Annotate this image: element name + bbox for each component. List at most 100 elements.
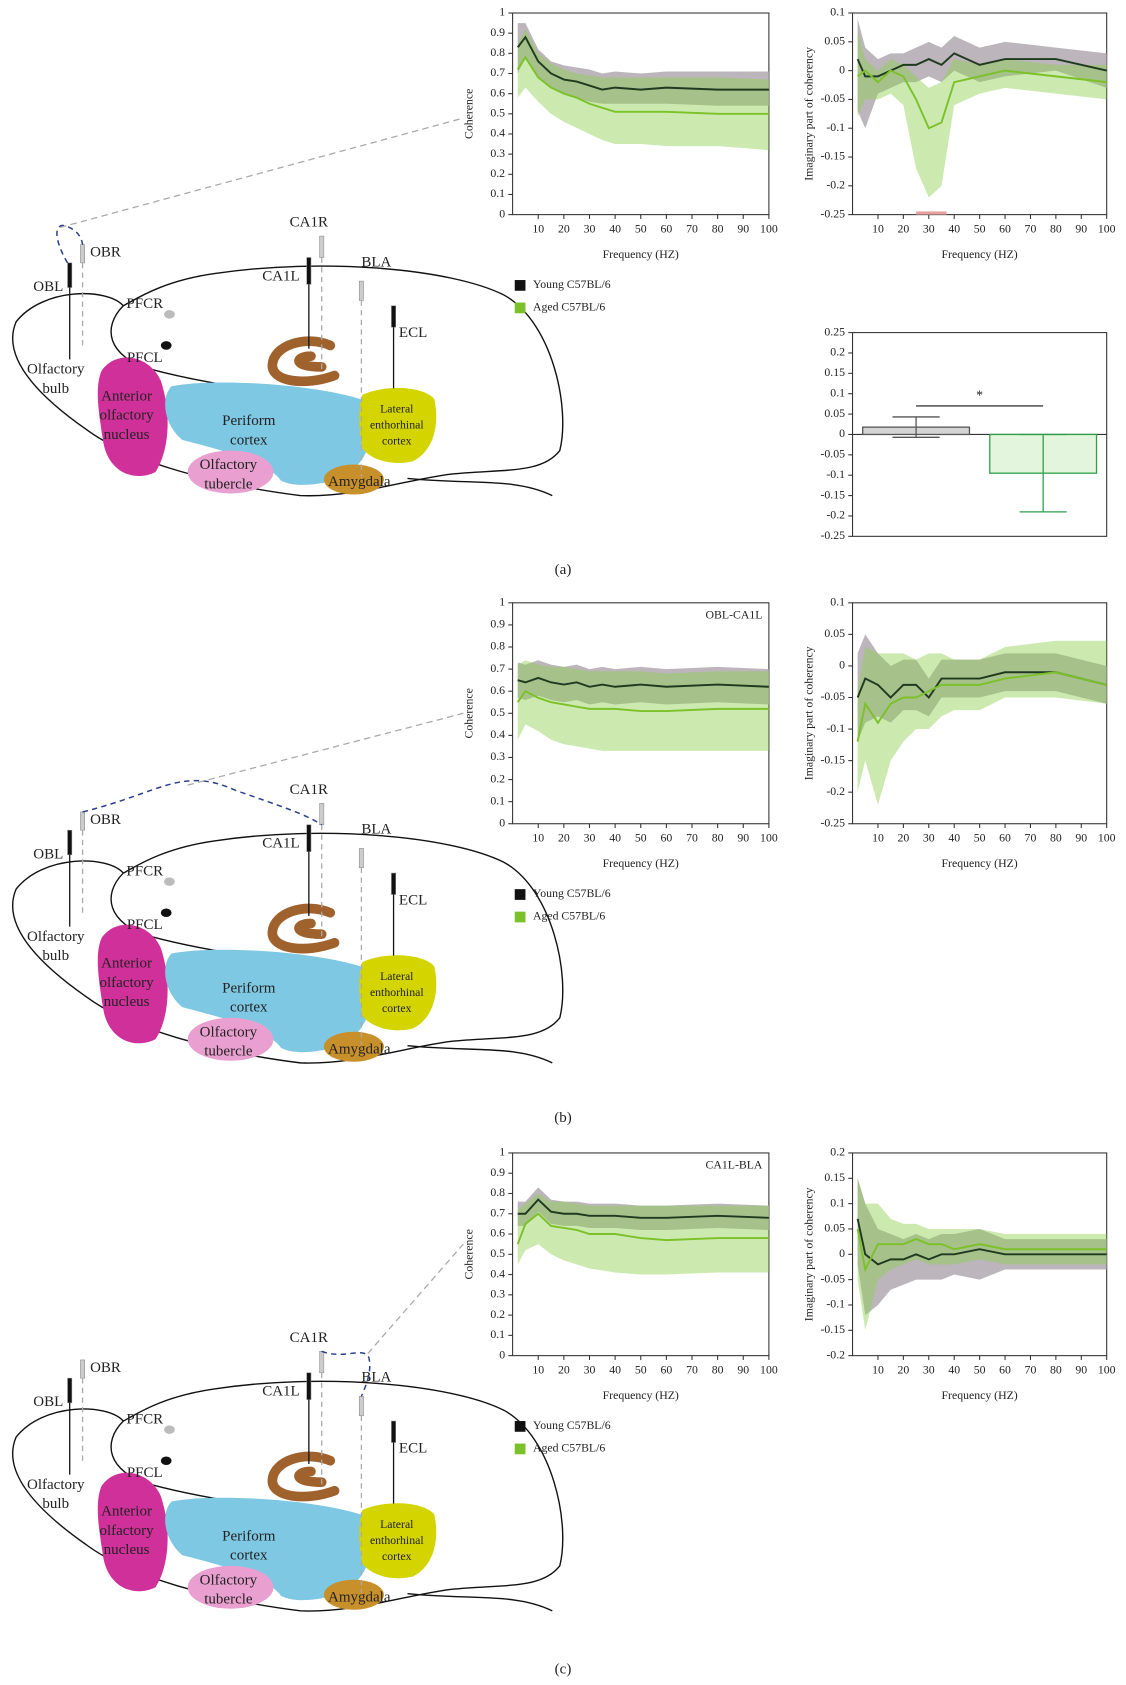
periform-cortex [165, 1497, 373, 1601]
pfcr-site [164, 310, 175, 319]
mean-line [856, 1218, 1107, 1266]
amygdala-region [323, 1579, 384, 1610]
x-tick-label: 30 [584, 1362, 596, 1376]
y-tick-label: 0.1 [490, 1327, 505, 1341]
y-tick-label: -0.1 [826, 467, 845, 481]
olfactory-tubercle [187, 1017, 274, 1061]
y-tick-label: 0.5 [490, 705, 505, 719]
electrode [391, 305, 396, 328]
region-label: enthorhinal [370, 985, 424, 999]
electrode [358, 280, 364, 301]
callout-line [59, 117, 464, 229]
region-label: nucleus [104, 994, 150, 1010]
x-tick-label: 50 [635, 221, 647, 235]
y-tick-label: 0.1 [830, 385, 845, 399]
region-label: Anterior [101, 388, 152, 404]
x-tick-label: 90 [1075, 1362, 1087, 1376]
significance-band [916, 211, 947, 215]
region-label: Anterior [101, 956, 152, 972]
electrode-label: CA1L [262, 836, 300, 852]
recording-pair [56, 224, 84, 264]
y-tick-label: 0.2 [830, 1145, 845, 1159]
y-tick-label: -0.05 [820, 689, 845, 703]
y-tick-label: -0.05 [820, 1271, 845, 1285]
brain-diagram: OBR OBL CA1R CA1L BLA ECL PFCR PFCL Olfactory bul… [11, 1243, 564, 1612]
electrode-label: CA1R [290, 215, 328, 231]
y-tick-label: 0 [499, 206, 505, 220]
y-tick-label: -0.25 [820, 528, 845, 542]
y-tick-label: 0.7 [490, 1205, 505, 1219]
y-tick-label: 0.25 [824, 324, 845, 338]
y-axis-label: Coherence [461, 1229, 475, 1279]
y-tick-label: 0.1 [490, 793, 505, 807]
x-tick-label: 20 [897, 221, 909, 235]
region-label: Olfactory [27, 1477, 85, 1493]
confidence-band [857, 1178, 1107, 1316]
x-axis-label: Frequency (HZ) [942, 247, 1018, 261]
plot-frame [852, 12, 1108, 216]
recording-pair [82, 779, 323, 826]
electrode-label: ECL [399, 325, 427, 341]
y-tick-label: 0 [499, 815, 505, 829]
y-tick-label: -0.1 [826, 120, 845, 134]
y-tick-label: 0.8 [490, 639, 505, 653]
brainstem-line [407, 1045, 553, 1064]
x-tick-label: 70 [686, 221, 698, 235]
region-label: bulb [42, 1496, 69, 1512]
y-tick-label: 0.3 [490, 1287, 505, 1301]
confidence-band [517, 660, 769, 705]
legend-label: Young C57BL/6 [533, 886, 611, 900]
region-label: bulb [42, 948, 69, 964]
legend-label: Aged C57BL/6 [533, 300, 605, 314]
callout-line [187, 712, 464, 786]
y-tick-label: 0.2 [490, 771, 505, 785]
legend-swatch [514, 302, 526, 314]
brainstem-line [407, 1593, 553, 1612]
electrode [67, 829, 73, 856]
y-tick-label: 0.9 [490, 25, 505, 39]
y-tick-label: 0.15 [824, 365, 845, 379]
y-tick-label: 0.6 [490, 683, 505, 697]
y-tick-label: -0.05 [820, 91, 845, 105]
y-tick-label: 0.9 [490, 617, 505, 631]
y-tick-label: -0.2 [826, 784, 845, 798]
hippocampus [267, 336, 340, 387]
periform-cortex [165, 382, 373, 485]
electrode [306, 257, 312, 285]
electrode-label: PFCR [126, 1411, 163, 1427]
confidence-band [857, 30, 1107, 198]
x-tick-label: 40 [609, 1362, 621, 1376]
x-tick-label: 60 [999, 1362, 1011, 1376]
y-tick-label: 0 [839, 426, 845, 440]
y-tick-label: -0.1 [826, 721, 845, 735]
pfcl-site [160, 341, 172, 350]
anterior-olfactory-nucleus [97, 1472, 168, 1592]
y-tick-label: 0.3 [490, 146, 505, 160]
electrode [67, 1377, 73, 1404]
x-tick-label: 10 [532, 1362, 544, 1376]
region-label: Periform [222, 413, 276, 429]
olfactory-tubercle [187, 450, 274, 494]
lateral-enthorhinal-cortex [359, 387, 437, 464]
electrode-label: OBL [33, 846, 63, 862]
x-axis-label: Frequency (HZ) [942, 1388, 1018, 1402]
y-tick-label: 1 [499, 5, 505, 19]
olfactory-tubercle [187, 1565, 274, 1609]
region-label: cortex [230, 432, 268, 448]
x-tick-label: 90 [737, 830, 749, 844]
x-tick-label: 90 [1075, 221, 1087, 235]
confidence-band [517, 660, 769, 751]
x-tick-label: 40 [948, 830, 960, 844]
mean-line [517, 1198, 769, 1219]
region-label: cortex [230, 1000, 268, 1016]
x-tick-label: 30 [584, 830, 596, 844]
anterior-olfactory-nucleus [97, 357, 168, 477]
y-tick-label: 0.1 [830, 1195, 845, 1209]
x-tick-label: 30 [923, 830, 935, 844]
y-tick-label: 0.3 [490, 749, 505, 763]
x-tick-label: 50 [974, 1362, 986, 1376]
region-label: Lateral [380, 969, 414, 983]
y-tick-label: 0.8 [490, 45, 505, 59]
x-tick-label: 40 [609, 830, 621, 844]
region-label: Amygdala [328, 1589, 391, 1605]
